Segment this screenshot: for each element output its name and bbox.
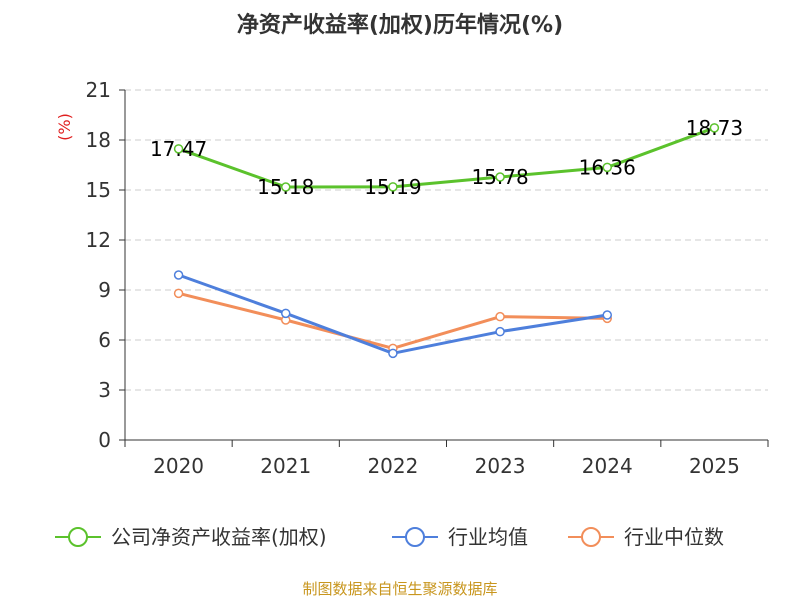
- legend-marker: [405, 527, 425, 547]
- data-point: [388, 348, 398, 359]
- y-tick-label: 21: [86, 78, 111, 102]
- chart-title: 净资产收益率(加权)历年情况(%): [237, 12, 563, 38]
- y-tick-label: 12: [86, 228, 111, 252]
- data-point: [173, 270, 184, 280]
- data-point: [495, 311, 505, 322]
- legend: 公司净资产收益率(加权) 行业均值 行业中位数: [55, 525, 724, 549]
- data-point: [388, 182, 398, 192]
- grid: [125, 89, 768, 391]
- x-tick-label: 2025: [689, 454, 740, 478]
- x-tick-label: 2022: [367, 454, 418, 478]
- x-tick-label: 2021: [260, 454, 311, 478]
- data-label: 18.73: [686, 116, 743, 140]
- data-point: [709, 123, 720, 133]
- series-line-0: [178, 126, 715, 189]
- x-tick-label: 2024: [582, 454, 633, 478]
- series-line-2: [178, 291, 608, 350]
- data-point: [281, 182, 291, 192]
- data-point: [281, 308, 291, 319]
- data-label: 16.36: [579, 155, 636, 179]
- y-tick-label: 0: [98, 428, 111, 452]
- y-tick-label: 15: [86, 178, 111, 202]
- data-point: [173, 288, 184, 299]
- y-tick-label: 18: [86, 128, 111, 152]
- y-tick-label: 3: [98, 378, 111, 402]
- legend-label[interactable]: 行业中位数: [624, 525, 724, 549]
- data-label: 15.78: [471, 165, 528, 189]
- legend-label[interactable]: 公司净资产收益率(加权): [111, 525, 327, 549]
- series-layer: 17.47 15.18 15.19 15.78 16.36 18.73: [150, 116, 743, 359]
- data-label: 17.47: [150, 137, 207, 161]
- data-label: 15.18: [257, 175, 314, 199]
- series-line-1: [178, 273, 608, 355]
- data-label: 15.19: [364, 175, 421, 199]
- y-axis-label: (%): [55, 113, 74, 141]
- data-point: [173, 144, 184, 154]
- y-tick-label: 9: [98, 278, 111, 302]
- x-tick-label: 2020: [153, 454, 204, 478]
- data-point: [495, 326, 505, 337]
- source-note: 制图数据来自恒生聚源数据库: [302, 580, 497, 598]
- x-tick-label: 2023: [475, 454, 526, 478]
- data-point: [602, 310, 612, 320]
- y-tick-label: 6: [98, 328, 111, 352]
- legend-marker: [68, 527, 88, 547]
- legend-marker: [581, 527, 601, 547]
- axes: 0 3 6 9 12 15 18 21 2020 2021 2022 2023 2024 2025: [86, 78, 769, 478]
- legend-label[interactable]: 行业均值: [448, 525, 528, 549]
- data-point: [602, 162, 612, 173]
- data-point: [495, 172, 505, 182]
